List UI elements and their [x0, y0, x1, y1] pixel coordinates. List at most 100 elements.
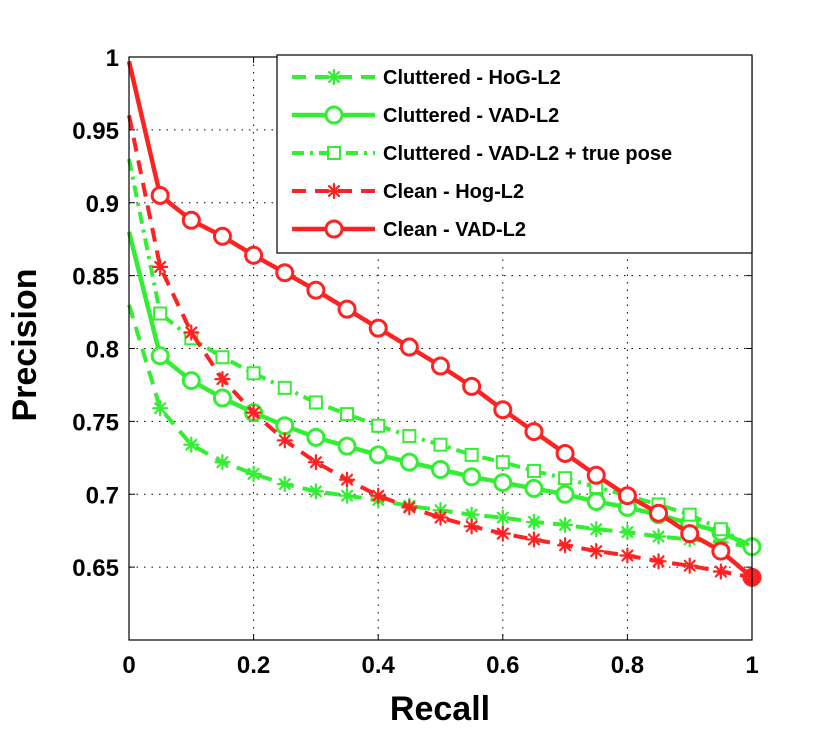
data-point — [680, 524, 700, 544]
data-point — [338, 471, 356, 488]
legend-label: Clean - Hog-L2 — [383, 181, 524, 203]
data-point — [524, 422, 544, 442]
data-point — [463, 518, 480, 535]
series-3 — [127, 114, 753, 580]
data-point — [245, 404, 262, 421]
x-tick-label: 0.4 — [362, 652, 396, 679]
data-point — [649, 503, 669, 523]
data-point — [212, 226, 232, 246]
legend-marker — [324, 219, 344, 239]
data-point — [337, 299, 357, 319]
data-point — [306, 427, 326, 447]
data-point — [462, 467, 482, 487]
y-tick-label: 0.85 — [72, 264, 119, 291]
data-point — [276, 432, 293, 449]
data-point — [711, 541, 731, 561]
legend-label: Cluttered - HoG-L2 — [383, 67, 561, 89]
data-point — [524, 478, 544, 498]
data-point — [401, 499, 418, 516]
data-point — [681, 557, 698, 574]
data-point — [337, 436, 357, 456]
y-tick-label: 0.8 — [86, 337, 119, 364]
data-point — [556, 537, 574, 554]
y-axis-title: Precision — [6, 268, 44, 421]
x-tick-label: 0.8 — [611, 652, 644, 679]
data-point — [307, 483, 324, 500]
x-axis-title: Recall — [390, 690, 490, 728]
data-point — [181, 210, 201, 230]
data-point — [555, 443, 575, 463]
data-point — [214, 371, 231, 388]
data-point — [431, 356, 450, 376]
legend-item: Cluttered - VAD-L2 — [292, 105, 559, 127]
data-point — [650, 553, 667, 570]
data-point — [399, 337, 419, 357]
y-tick-label: 0.75 — [72, 409, 119, 436]
data-point — [368, 445, 388, 465]
data-point — [153, 306, 168, 321]
data-point — [619, 524, 636, 541]
data-point — [152, 258, 169, 275]
data-point — [558, 471, 573, 486]
legend-item: Clean - VAD-L2 — [292, 219, 526, 241]
data-point — [526, 463, 541, 478]
data-point — [246, 366, 261, 381]
legend-marker — [325, 182, 343, 200]
data-point — [338, 487, 356, 504]
data-point — [308, 395, 323, 410]
data-point — [306, 280, 326, 300]
data-point — [493, 400, 513, 420]
data-point — [494, 525, 511, 542]
data-point — [370, 487, 387, 504]
data-point — [586, 492, 606, 512]
data-point — [212, 388, 232, 408]
data-point — [307, 454, 324, 471]
ticks: 0 0.2 0.4 0.6 0.8 1 1 0.95 0.9 0.85 0.8 0.75 0.7 0.65 — [72, 45, 758, 679]
data-point — [183, 324, 200, 341]
data-point — [432, 509, 449, 526]
legend-label: Cluttered - VAD-L2 + true pose — [383, 143, 672, 165]
data-point — [494, 509, 511, 526]
series-2 — [127, 158, 753, 549]
legend: Cluttered - HoG-L2 Cluttered - VAD-L2 Clut… — [276, 54, 753, 254]
data-point — [617, 486, 637, 506]
data-point — [619, 547, 636, 564]
data-point — [682, 507, 697, 522]
legend-marker — [324, 105, 344, 125]
legend-label: Clean - VAD-L2 — [383, 219, 526, 241]
data-point — [650, 528, 667, 545]
data-point — [402, 428, 417, 443]
data-point — [588, 521, 605, 538]
data-point — [525, 513, 543, 531]
y-tick-label: 1 — [106, 45, 119, 72]
data-point — [588, 542, 605, 560]
y-tick-label: 0.9 — [86, 191, 119, 218]
data-point — [371, 418, 386, 433]
legend-marker — [327, 146, 341, 160]
data-point — [275, 416, 295, 436]
data-point — [555, 484, 575, 504]
data-point — [276, 475, 293, 493]
legend-item: Cluttered - HoG-L2 — [292, 67, 561, 89]
data-point — [433, 437, 448, 452]
data-point — [277, 380, 292, 395]
data-point — [150, 185, 170, 205]
data-point — [586, 465, 606, 485]
data-point — [525, 531, 543, 548]
data-point — [340, 407, 355, 422]
data-point — [431, 459, 450, 479]
data-point — [150, 346, 170, 366]
data-point — [495, 455, 510, 470]
data-point — [462, 376, 482, 396]
legend-marker — [325, 68, 343, 86]
y-tick-label: 0.95 — [72, 118, 119, 145]
data-point — [152, 400, 169, 417]
x-tick-label: 0.2 — [237, 652, 270, 679]
legend-item: Clean - Hog-L2 — [292, 181, 524, 203]
y-tick-label: 0.7 — [86, 482, 119, 509]
data-point — [713, 522, 728, 537]
data-point — [245, 465, 262, 482]
legend-label: Cluttered - VAD-L2 — [383, 105, 559, 127]
data-point — [275, 263, 295, 283]
data-point — [464, 447, 479, 462]
